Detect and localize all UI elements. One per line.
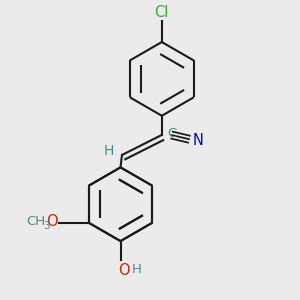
Text: H: H [103,144,114,158]
Text: 3: 3 [43,221,50,231]
Text: CH: CH [27,215,46,228]
Text: H: H [132,262,142,276]
Text: N: N [192,133,203,148]
Text: O: O [118,262,129,278]
Text: Cl: Cl [154,5,169,20]
Text: O: O [46,214,58,229]
Text: C: C [167,127,176,140]
